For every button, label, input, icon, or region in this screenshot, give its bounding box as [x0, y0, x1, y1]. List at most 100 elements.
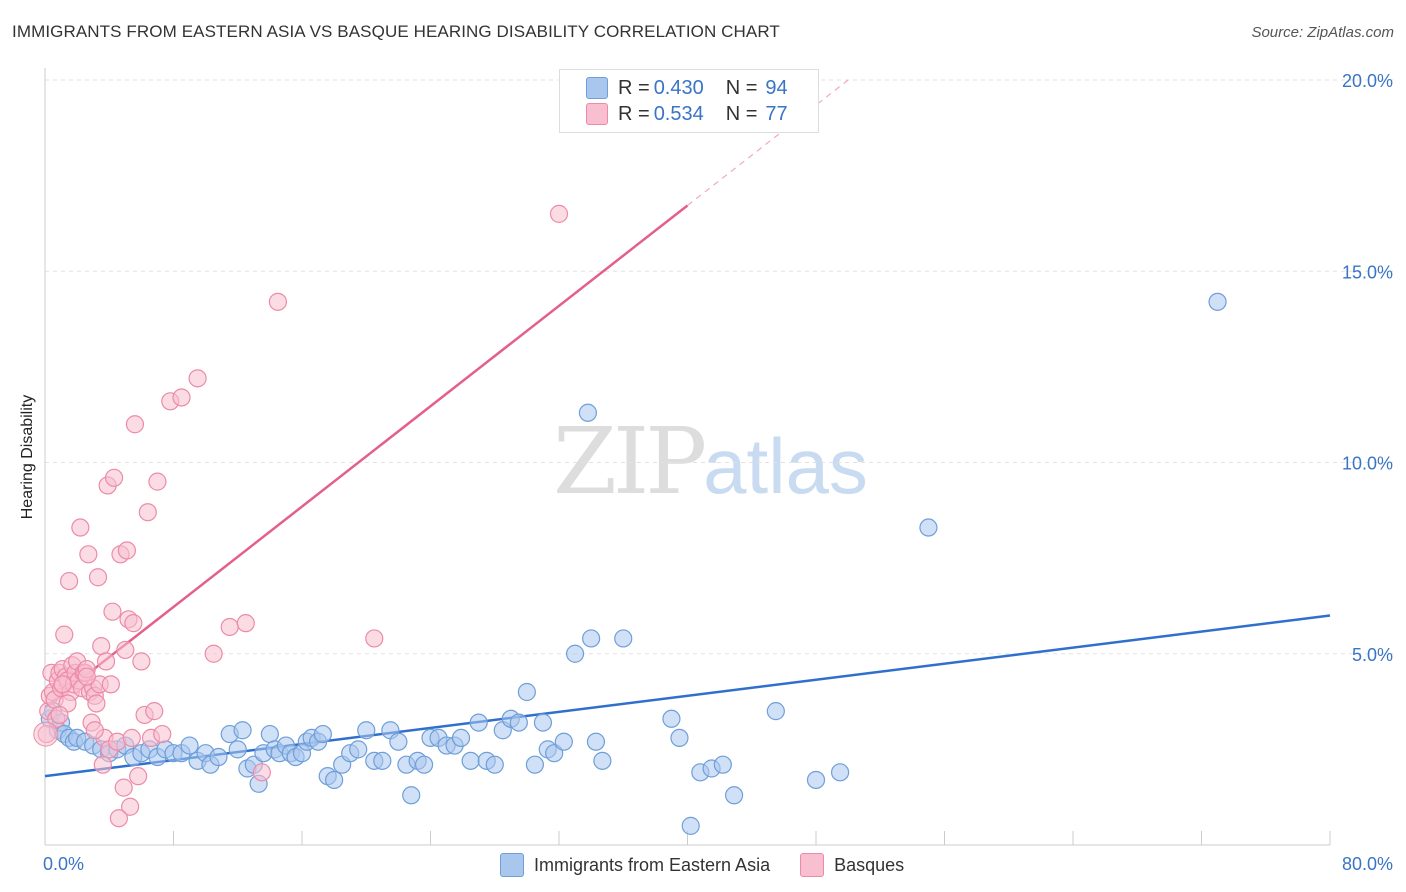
point-eastern-asia	[180, 736, 199, 755]
point-basques	[148, 472, 167, 491]
point-basques	[88, 568, 108, 587]
point-basques	[59, 571, 79, 591]
point-eastern-asia	[485, 755, 504, 774]
point-basques	[53, 675, 72, 694]
point-eastern-asia	[461, 751, 480, 770]
y-tick-label: 10.0%	[1342, 454, 1393, 474]
point-basques	[220, 617, 239, 637]
point-eastern-asia	[766, 702, 785, 721]
point-basques	[104, 468, 124, 487]
legend-r-label: R =	[618, 102, 650, 125]
point-eastern-asia	[662, 709, 681, 728]
point-eastern-asia	[614, 629, 633, 648]
point-eastern-asia	[578, 403, 598, 422]
legend-n-value: 77	[765, 102, 788, 125]
x-tick-label-max: 80.0%	[1342, 854, 1393, 874]
point-eastern-asia	[469, 713, 488, 732]
legend-r-value: 0.430	[653, 76, 704, 99]
point-basques	[268, 292, 288, 311]
point-basques	[116, 640, 135, 660]
series-swatch-basques	[800, 853, 825, 877]
series-legend-basques: Basques	[800, 853, 904, 877]
trend-line-basques	[44, 204, 689, 709]
chart-source: Source: ZipAtlas.com	[1251, 24, 1394, 41]
point-eastern-asia	[582, 629, 601, 648]
series-name-basques: Basques	[834, 854, 905, 875]
point-basques	[138, 503, 157, 522]
y-tick-label: 5.0%	[1352, 645, 1393, 665]
data-points	[33, 204, 1227, 835]
point-eastern-asia	[533, 713, 553, 732]
legend-swatch-eastern-asia	[586, 77, 608, 99]
point-basques	[188, 369, 207, 388]
point-eastern-asia	[373, 751, 392, 770]
point-eastern-asia	[565, 644, 585, 663]
point-basques	[33, 721, 59, 747]
point-basques	[114, 778, 133, 797]
point-basques	[365, 629, 384, 648]
point-basques	[252, 763, 271, 782]
point-eastern-asia	[389, 732, 408, 751]
point-basques	[117, 541, 137, 560]
y-tick-label: 15.0%	[1342, 262, 1393, 282]
point-basques	[121, 797, 140, 816]
point-eastern-asia	[919, 518, 938, 537]
legend-row-basques: R = 0.534 N = 77	[586, 102, 788, 126]
point-basques	[96, 652, 116, 671]
point-eastern-asia	[681, 816, 700, 835]
point-eastern-asia	[313, 724, 332, 744]
point-basques	[92, 636, 111, 656]
point-basques	[50, 705, 69, 725]
series-legend: Immigrants from Eastern Asia Basques	[500, 853, 934, 877]
point-basques	[236, 614, 255, 633]
point-basques	[125, 415, 145, 434]
point-eastern-asia	[724, 786, 744, 805]
point-basques	[122, 728, 141, 748]
legend-swatch-basques	[586, 103, 608, 125]
point-eastern-asia	[1208, 292, 1227, 311]
correlation-legend: R = 0.430 N = 94 R = 0.534 N = 77	[559, 69, 819, 133]
tick-labels: 5.0% 10.0% 15.0% 20.0% 0.0% 80.0%	[43, 71, 1393, 874]
point-eastern-asia	[806, 770, 826, 790]
point-basques	[93, 755, 112, 774]
legend-n-value: 94	[765, 76, 788, 99]
point-basques	[124, 614, 143, 633]
y-tick-label: 20.0%	[1342, 71, 1393, 91]
point-basques	[55, 625, 74, 644]
point-eastern-asia	[451, 728, 471, 748]
point-basques	[172, 388, 191, 407]
point-eastern-asia	[525, 755, 545, 774]
point-basques	[71, 518, 90, 537]
trend-line-basques-extension	[687, 79, 849, 206]
watermark-zip: ZIP	[553, 408, 707, 515]
watermark-atlas: atlas	[703, 422, 868, 510]
legend-n-label: N =	[725, 102, 758, 125]
legend-n-label: N =	[725, 76, 758, 99]
gridlines	[45, 79, 1395, 655]
point-eastern-asia	[830, 763, 850, 782]
point-basques	[87, 694, 106, 713]
legend-row-eastern-asia: R = 0.430 N = 94	[586, 76, 788, 100]
point-eastern-asia	[349, 740, 368, 759]
series-swatch-eastern-asia	[500, 853, 524, 877]
point-eastern-asia	[554, 732, 573, 751]
point-eastern-asia	[357, 721, 376, 740]
point-eastern-asia	[517, 682, 536, 702]
point-eastern-asia	[233, 721, 252, 740]
point-eastern-asia	[228, 740, 247, 759]
point-basques	[153, 724, 172, 744]
point-eastern-asia	[209, 747, 228, 767]
watermark: ZIPatlas	[553, 408, 868, 515]
point-basques	[85, 721, 104, 740]
point-basques	[109, 809, 128, 828]
series-name-eastern-asia: Immigrants from Eastern Asia	[534, 854, 771, 875]
point-eastern-asia	[670, 728, 689, 748]
point-basques	[79, 545, 98, 564]
point-eastern-asia	[260, 724, 279, 744]
point-basques	[145, 702, 164, 721]
point-eastern-asia	[509, 713, 528, 732]
series-legend-eastern-asia: Immigrants from Eastern Asia	[500, 853, 770, 877]
point-basques	[101, 675, 120, 694]
legend-r-value: 0.534	[653, 102, 704, 125]
